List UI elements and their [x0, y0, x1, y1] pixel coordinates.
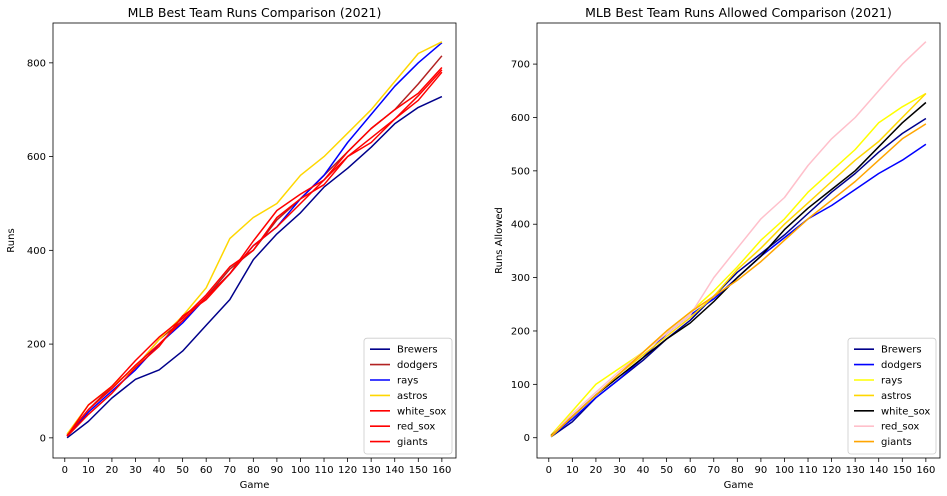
x-axis-label: Game: [240, 480, 270, 491]
series-line-white_sox: [550, 101, 927, 437]
legend-entry-giants: giants: [881, 437, 912, 448]
legend-box: [847, 337, 937, 455]
x-tick-label: 90: [271, 465, 284, 476]
x-tick-label: 10: [82, 465, 95, 476]
chart-panel-1: MLB Best Team Runs Comparison (2021) 0 10 2…: [6, 5, 457, 491]
x-tick-label: 50: [176, 465, 189, 476]
x-tick-label: 90: [755, 465, 768, 476]
x-tick-label: 50: [660, 465, 673, 476]
y-tick-label: 100: [511, 380, 530, 391]
series-group: [66, 41, 443, 439]
y-tick-label: 500: [511, 166, 530, 177]
legend-entry-astros: astros: [881, 391, 911, 402]
x-tick-label: 0: [62, 465, 68, 476]
y-tick-label: 400: [511, 220, 530, 231]
x-tick-label: 140: [869, 465, 888, 476]
x-tick-label: 60: [684, 465, 697, 476]
x-tick-label: 30: [613, 465, 626, 476]
y-tick-label: 800: [27, 58, 46, 69]
y-tick-label: 300: [511, 273, 530, 284]
x-tick-label: 80: [247, 465, 260, 476]
series-line-red_sox: [550, 41, 927, 437]
legend-entry-astros: astros: [397, 391, 427, 402]
chart-panel-2: MLB Best Team Runs Allowed Comparison (2…: [494, 5, 941, 491]
series-line-giants: [550, 123, 927, 437]
legend-entry-rays: rays: [881, 376, 902, 387]
y-tick-label: 0: [40, 433, 46, 444]
y-tick-label: 200: [27, 340, 46, 351]
chart-title: MLB Best Team Runs Comparison (2021): [128, 5, 382, 20]
x-tick-label: 120: [822, 465, 841, 476]
legend-entry-red_sox: red_sox: [397, 422, 435, 433]
x-tick-label: 10: [566, 465, 579, 476]
x-tick-label: 150: [893, 465, 912, 476]
axes-frame: [536, 22, 941, 459]
x-tick-label: 140: [385, 465, 404, 476]
x-tick-label: 100: [775, 465, 794, 476]
y-tick-label: 400: [27, 246, 46, 257]
y-tick-label: 600: [511, 113, 530, 124]
y-tick-label: 700: [511, 60, 530, 71]
series-group: [550, 41, 927, 438]
x-tick-label: 40: [637, 465, 650, 476]
x-axis-label: Game: [724, 480, 754, 491]
series-line-red_sox: [66, 69, 443, 437]
legend-entry-dodgers: dodgers: [881, 360, 922, 371]
x-tick-label: 60: [200, 465, 213, 476]
x-tick-label: 20: [590, 465, 603, 476]
legend-entry-dodgers: dodgers: [397, 360, 438, 371]
series-line-rays: [550, 92, 927, 436]
legend-box: [363, 337, 453, 455]
y-axis-label: Runs Allowed: [494, 207, 505, 274]
x-tick-label: 40: [153, 465, 166, 476]
x-tick-label: 80: [731, 465, 744, 476]
x-tick-label: 160: [916, 465, 935, 476]
y-axis-label: Runs: [6, 228, 17, 252]
legend-entry-red_sox: red_sox: [881, 422, 919, 433]
chart-title: MLB Best Team Runs Allowed Comparison (2…: [585, 5, 892, 20]
legend-entry-Brewers: Brewers: [881, 345, 922, 356]
series-line-giants: [66, 71, 443, 437]
legend-entry-white_sox: white_sox: [881, 406, 930, 417]
legend-entry-Brewers: Brewers: [397, 345, 438, 356]
x-tick-label: 110: [314, 465, 333, 476]
x-tick-label: 20: [106, 465, 119, 476]
x-tick-label: 160: [432, 465, 451, 476]
series-line-white_sox: [66, 66, 443, 436]
x-tick-label: 120: [338, 465, 357, 476]
y-tick-label: 600: [27, 152, 46, 163]
x-tick-label: 100: [291, 465, 310, 476]
x-tick-label: 130: [362, 465, 381, 476]
y-tick-label: 0: [524, 433, 530, 444]
x-tick-label: 130: [846, 465, 865, 476]
legend-entry-rays: rays: [397, 376, 418, 387]
axes-frame: [52, 22, 457, 459]
x-tick-label: 0: [546, 465, 552, 476]
x-tick-label: 70: [223, 465, 236, 476]
x-tick-label: 70: [707, 465, 720, 476]
legend-entry-giants: giants: [397, 437, 428, 448]
y-tick-label: 200: [511, 326, 530, 337]
legend: Brewers dodgers rays astros white_sox red_sox…: [847, 337, 937, 455]
series-line-Brewers: [66, 95, 443, 439]
legend: Brewers dodgers rays astros white_sox red_sox…: [363, 337, 453, 455]
legend-entry-white_sox: white_sox: [397, 406, 446, 417]
x-tick-label: 30: [129, 465, 142, 476]
x-tick-label: 150: [409, 465, 428, 476]
x-tick-label: 110: [798, 465, 817, 476]
